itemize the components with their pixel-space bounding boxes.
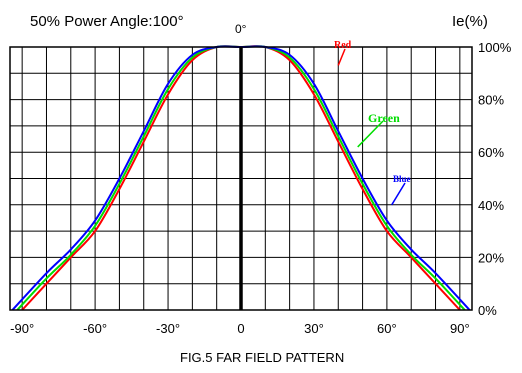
- chart-title: 50% Power Angle:100°: [30, 13, 184, 30]
- tick-labels: -90° -60° -30° 0 30° 60° 90° 0% 20% 40% 60% 80% 100%: [10, 40, 512, 336]
- x-tick-label: -90°: [10, 321, 34, 336]
- figure-caption: FIG.5 FAR FIELD PATTERN: [180, 350, 344, 365]
- y-axis-label: Ie(%): [452, 13, 488, 30]
- series-label-blue: Blue: [393, 174, 411, 184]
- series-callouts: Red Green Blue: [334, 40, 411, 205]
- x-tick-label: -60°: [83, 321, 107, 336]
- callout-line-blue: [392, 183, 405, 205]
- y-tick-label: 20%: [478, 250, 504, 265]
- x-tick-label: 30°: [304, 321, 324, 336]
- y-tick-label: 60%: [478, 145, 504, 160]
- x-tick-label: -30°: [156, 321, 180, 336]
- x-tick-label: 0: [237, 321, 244, 336]
- x-tick-label: 90°: [450, 321, 470, 336]
- series-label-green: Green: [368, 111, 400, 125]
- x-tick-label: 60°: [377, 321, 397, 336]
- y-tick-label: 0%: [478, 303, 497, 318]
- y-tick-label: 100%: [478, 40, 512, 55]
- series-label-red: Red: [334, 40, 352, 51]
- y-tick-label: 40%: [478, 198, 504, 213]
- callout-line-red: [338, 49, 345, 65]
- y-tick-label: 80%: [478, 93, 504, 108]
- zero-degree-label: 0°: [235, 22, 247, 36]
